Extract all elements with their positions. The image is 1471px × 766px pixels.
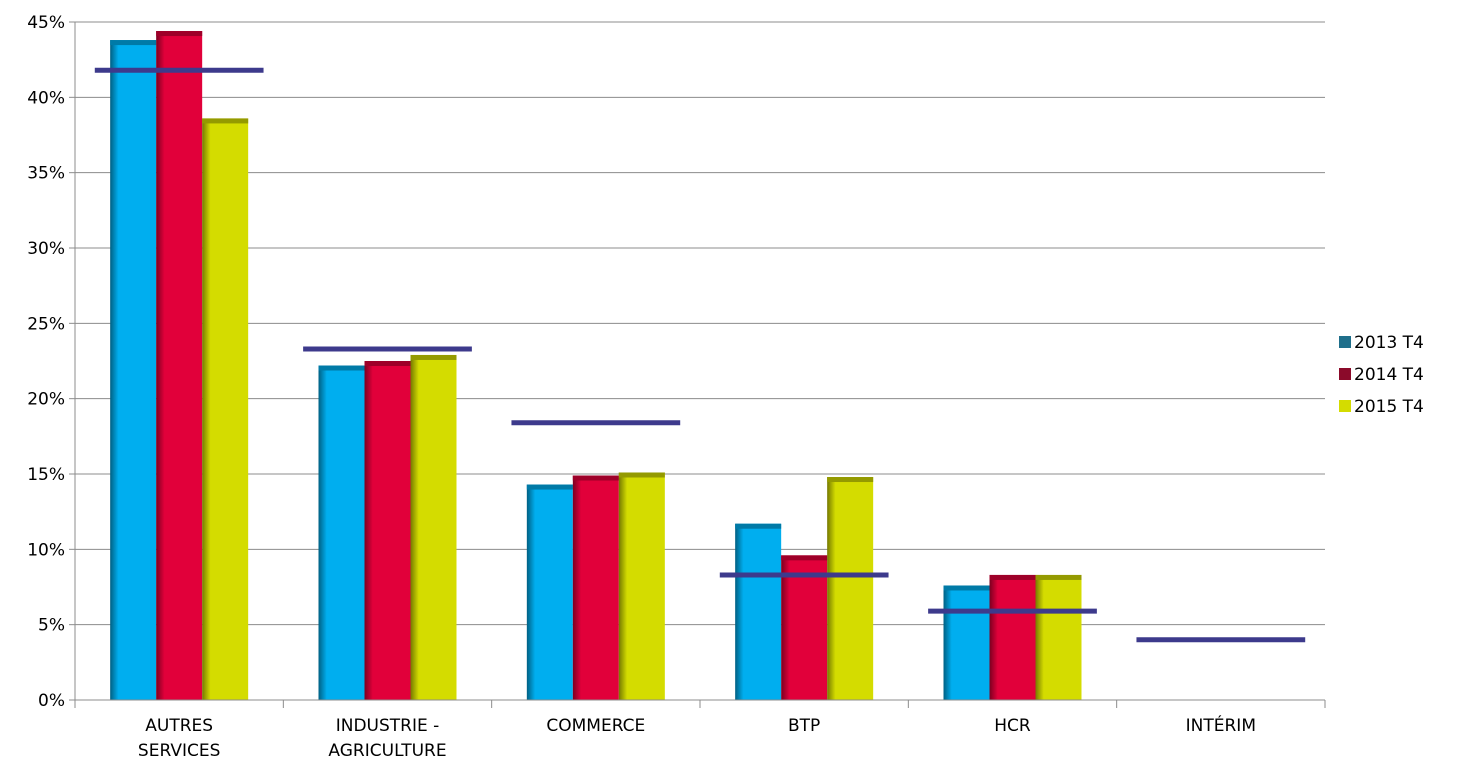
bar-top-cap xyxy=(989,574,1036,580)
legend-swatch xyxy=(1339,400,1351,412)
legend-item[interactable]: 2013 T4 xyxy=(1339,333,1424,353)
bar xyxy=(202,118,249,701)
gridlines xyxy=(69,21,1325,701)
y-tick-label: 10% xyxy=(27,540,65,560)
legend-item[interactable]: 2014 T4 xyxy=(1339,365,1424,385)
legend-label: 2015 T4 xyxy=(1354,397,1424,417)
bar-top-cap xyxy=(781,555,828,561)
bar-top-cap xyxy=(827,477,874,483)
x-tick-label: HCR xyxy=(994,716,1031,736)
bar xyxy=(735,523,782,700)
x-tick-label: INDUSTRIE - xyxy=(336,716,440,736)
bar xyxy=(1035,574,1082,700)
y-tick-label: 45% xyxy=(27,13,65,33)
bar-top-cap xyxy=(1035,574,1082,580)
bar-top-cap xyxy=(526,484,573,490)
bar xyxy=(410,354,457,700)
y-axis-ticks: 0% 5% 10% 15% 20% 25% 30% 35% 40% 45% xyxy=(27,13,65,711)
y-tick-label: 30% xyxy=(27,239,65,259)
legend-item[interactable]: 2015 T4 xyxy=(1339,397,1424,417)
bar xyxy=(572,475,619,700)
bar-top-cap xyxy=(410,354,457,360)
x-tick-label: AUTRES xyxy=(145,716,213,736)
bar-top-cap xyxy=(618,472,665,478)
bar-top-cap xyxy=(156,31,203,37)
bar-top-cap xyxy=(364,361,411,366)
legend-label: 2013 T4 xyxy=(1354,333,1424,353)
x-axis-labels: AUTRES SERVICES INDUSTRIE - AGRICULTURE COMM… xyxy=(138,714,1256,761)
bar xyxy=(110,40,157,700)
bar-top-cap xyxy=(202,118,249,124)
y-tick-label: 5% xyxy=(38,616,65,636)
bar xyxy=(781,555,828,700)
reference-lines xyxy=(94,67,1306,643)
bar xyxy=(989,574,1036,700)
bar-top-cap xyxy=(318,365,365,371)
bar xyxy=(156,31,203,701)
y-tick-label: 40% xyxy=(27,88,65,108)
axes xyxy=(74,22,1326,708)
legend-swatch xyxy=(1339,336,1351,348)
legend-swatch xyxy=(1339,368,1351,380)
bar-top-cap xyxy=(572,475,619,481)
y-tick-label: 0% xyxy=(38,691,65,711)
bar xyxy=(364,361,411,700)
bar-top-cap xyxy=(943,585,990,591)
bar xyxy=(526,484,573,700)
bar-top-cap xyxy=(735,523,782,529)
y-tick-label: 35% xyxy=(27,164,65,184)
bar xyxy=(827,477,874,700)
y-tick-label: 25% xyxy=(27,314,65,334)
bars xyxy=(110,31,1082,701)
bar xyxy=(943,585,990,700)
y-tick-label: 15% xyxy=(27,465,65,485)
x-tick-label: BTP xyxy=(788,716,820,736)
y-tick-label: 20% xyxy=(27,390,65,410)
bar-top-cap xyxy=(110,40,157,46)
x-tick-label: INTÉRIM xyxy=(1186,714,1256,736)
legend-label: 2014 T4 xyxy=(1354,365,1424,385)
x-tick-label: SERVICES xyxy=(138,741,220,761)
bar xyxy=(318,365,365,700)
bar xyxy=(618,472,665,700)
x-tick-label: COMMERCE xyxy=(546,716,645,736)
legend[interactable]: 2013 T4 2014 T4 2015 T4 xyxy=(1339,333,1424,417)
x-tick-label: AGRICULTURE xyxy=(328,741,446,761)
